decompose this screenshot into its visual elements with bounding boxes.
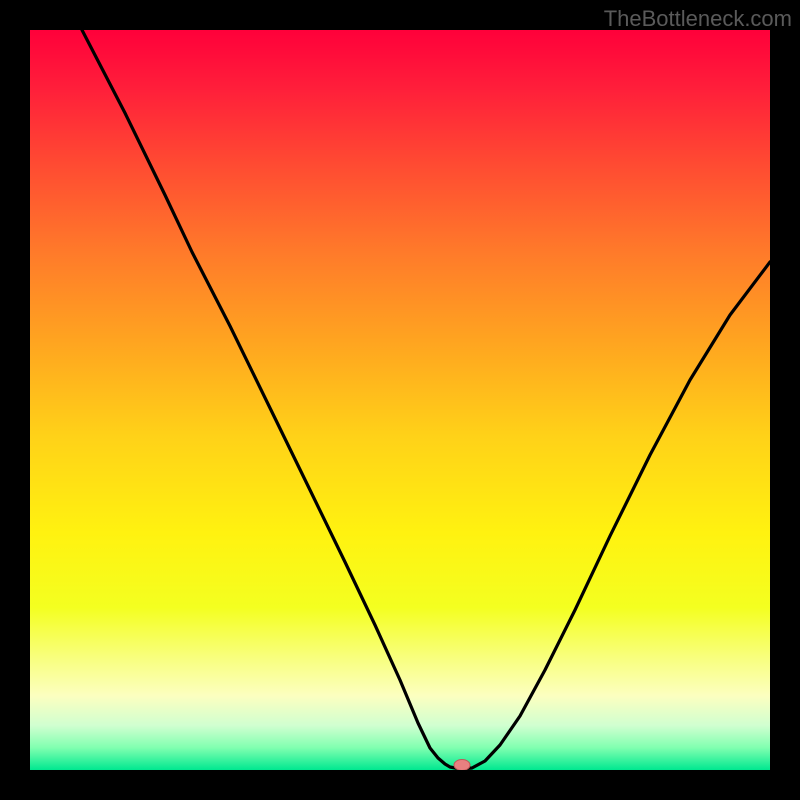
plot-area — [30, 30, 770, 770]
optimal-marker-layer — [30, 30, 770, 770]
watermark-text: TheBottleneck.com — [604, 6, 792, 32]
optimal-marker — [454, 760, 470, 771]
chart-container: TheBottleneck.com — [0, 0, 800, 800]
